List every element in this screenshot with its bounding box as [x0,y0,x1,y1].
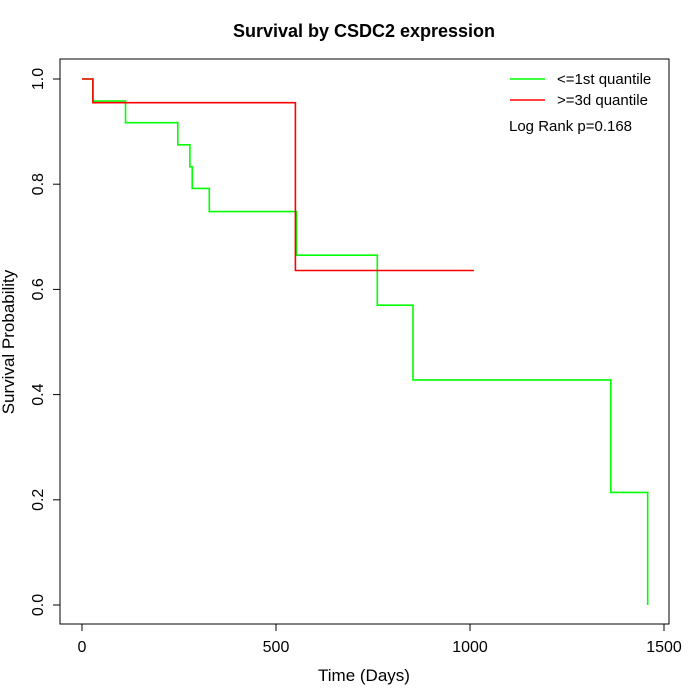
y-axis: 0.0 0.2 0.4 0.6 0.8 1.0 [30,68,61,616]
x-axis-label: Time (Days) [318,666,410,685]
chart-title: Survival by CSDC2 expression [233,21,495,41]
legend-label: <=1st quantile [557,71,651,88]
legend: <=1st quantile >=3d quantile [510,71,651,109]
x-tick-label: 1000 [452,639,488,656]
y-tick-label: 1.0 [30,68,47,90]
y-tick-label: 0.2 [30,489,47,511]
series-line-2 [82,78,474,272]
x-tick-label: 0 [78,639,87,656]
y-axis-label: Survival Probability [0,269,18,414]
series-layer [82,78,649,605]
y-tick-label: 0.4 [30,383,47,405]
legend-label: >=3d quantile [557,92,648,109]
x-tick-label: 500 [263,639,290,656]
y-tick-label: 0.6 [30,278,47,300]
y-tick-label: 0.8 [30,173,47,195]
plot-frame [59,58,670,625]
x-axis: 0 500 1000 1500 [78,623,682,656]
log-rank-annotation: Log Rank p=0.168 [509,118,632,135]
x-tick-label: 1500 [646,639,682,656]
y-tick-label: 0.0 [30,594,47,616]
series-line-1 [82,78,649,605]
